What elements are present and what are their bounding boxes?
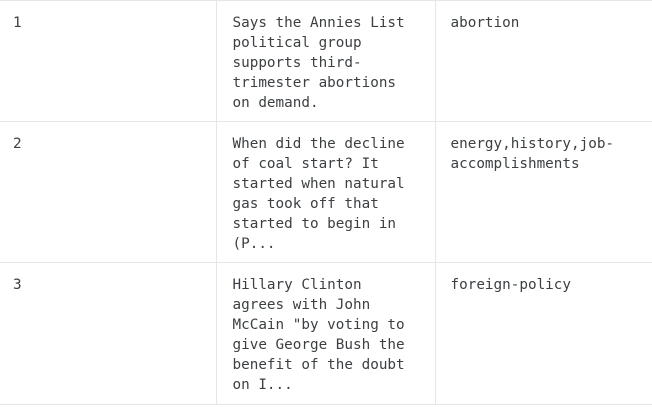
statement-cell: When did the decline of coal start? It s… bbox=[216, 121, 436, 263]
table-row: 2 When did the decline of coal start? It… bbox=[0, 121, 652, 263]
row-index-cell: 1 bbox=[0, 0, 217, 122]
row-index-cell: 3 bbox=[0, 262, 217, 405]
subject-cell: foreign-policy bbox=[435, 262, 652, 405]
statement-cell: Hillary Clinton agrees with John McCain … bbox=[216, 262, 436, 405]
row-index-cell: 2 bbox=[0, 121, 217, 263]
statement-cell: Says the Annies List political group sup… bbox=[216, 0, 436, 122]
table-row: 3 Hillary Clinton agrees with John McCai… bbox=[0, 262, 652, 405]
subject-cell: energy,history,job- accomplishments bbox=[435, 121, 652, 263]
subject-cell: abortion bbox=[435, 0, 652, 122]
table-row: 1 Says the Annies List political group s… bbox=[0, 0, 652, 122]
